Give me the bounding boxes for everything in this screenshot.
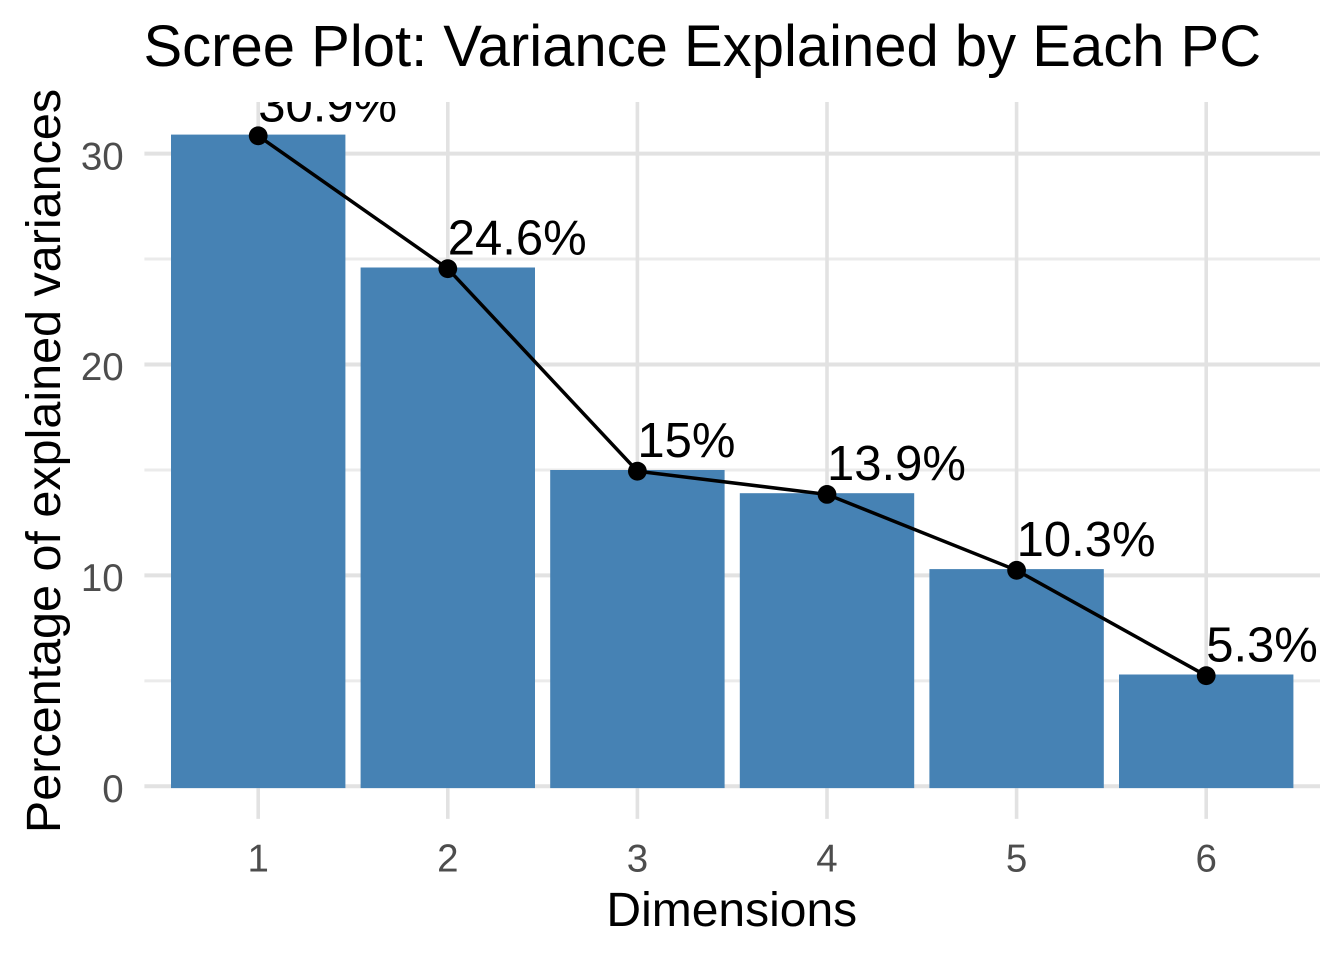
svg-text:6: 6 [1195,838,1216,881]
svg-text:Dimensions: Dimensions [606,884,857,937]
svg-text:2: 2 [437,838,458,881]
svg-text:1: 1 [247,838,268,881]
svg-text:Percentage of explained varian: Percentage of explained variances [17,89,71,833]
svg-text:10: 10 [81,557,124,600]
svg-text:Scree Plot: Variance Explained: Scree Plot: Variance Explained by Each P… [144,14,1262,79]
svg-text:13.9%: 13.9% [827,437,966,491]
svg-text:5.3%: 5.3% [1206,619,1318,673]
svg-text:3: 3 [627,838,648,881]
svg-text:4: 4 [816,838,837,881]
svg-text:5: 5 [1006,838,1027,881]
svg-text:10.3%: 10.3% [1017,513,1156,567]
svg-text:0: 0 [102,768,123,811]
svg-text:30: 30 [81,135,124,178]
svg-text:30.9%: 30.9% [258,79,397,133]
svg-text:24.6%: 24.6% [448,212,587,266]
svg-text:15%: 15% [637,414,735,468]
svg-text:20: 20 [81,346,124,389]
